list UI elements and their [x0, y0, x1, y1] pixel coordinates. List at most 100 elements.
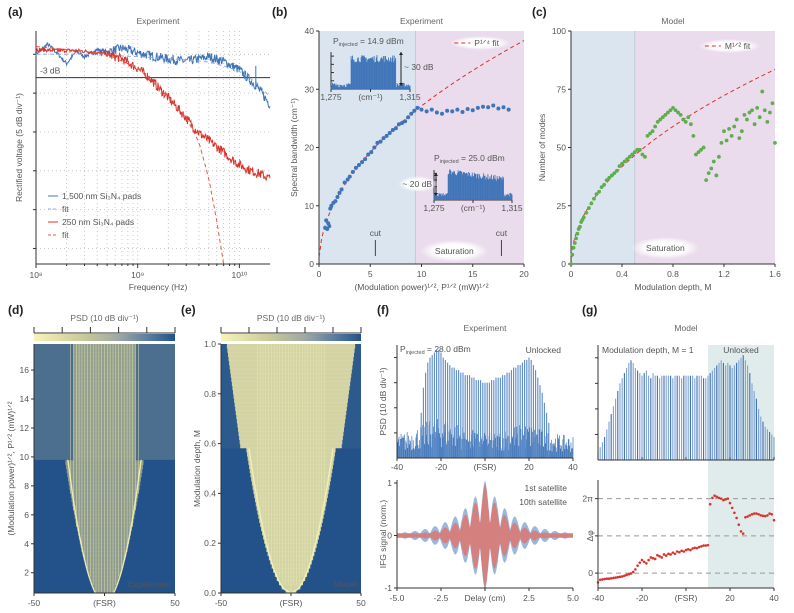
- phase-point: [702, 544, 705, 547]
- minus-3db-label: -3 dB: [40, 66, 61, 76]
- panel-e: PSD (10 dB div⁻¹) 0.0 0.2 0.4 0.6 0.8 1.0 -50 (F…: [192, 313, 366, 608]
- panel-g: Model Modulation depth, M = 1 Unlocked 2π 0 Δ…: [582, 323, 779, 603]
- data-point: [486, 105, 491, 110]
- y-tick-label: 12: [20, 423, 30, 433]
- data-point: [333, 199, 338, 204]
- x-tick-label: 40: [769, 593, 779, 603]
- x-tick-label: 0: [569, 269, 574, 279]
- data-point: [575, 231, 580, 236]
- phase-point: [660, 556, 664, 559]
- data-point: [455, 107, 460, 112]
- data-point: [396, 122, 401, 127]
- colorbar: [221, 334, 361, 341]
- x-tick-label: -50: [28, 598, 41, 608]
- data-point: [327, 224, 332, 229]
- data-point: [773, 140, 777, 145]
- data-point: [676, 110, 680, 115]
- y-tick-label: 100: [552, 26, 566, 36]
- data-point: [750, 108, 754, 113]
- series-line: [35, 46, 225, 265]
- phase-point: [735, 516, 738, 520]
- y-tick-label: 10: [305, 201, 315, 211]
- phase-point: [627, 572, 631, 576]
- data-point: [632, 150, 637, 155]
- phase-point: [680, 549, 683, 553]
- legend-label: M¹ᐟ² fit: [725, 41, 751, 51]
- data-point: [678, 112, 683, 117]
- phase-point: [605, 577, 609, 580]
- data-point: [424, 109, 429, 114]
- phase-point: [768, 512, 771, 515]
- inset-x-tick-label: 1,275: [320, 92, 342, 102]
- x-tick-label: -20: [435, 462, 448, 472]
- data-point: [460, 109, 465, 114]
- phase-point: [658, 555, 661, 558]
- phase-point: [741, 532, 745, 535]
- inset-x-tick-label: (cm⁻¹): [358, 92, 382, 102]
- data-point: [612, 171, 617, 176]
- phase-point: [640, 558, 644, 562]
- phase-point: [616, 575, 620, 579]
- data-point: [615, 168, 619, 173]
- phase-point: [623, 574, 626, 578]
- data-point: [375, 140, 380, 145]
- phase-point: [744, 515, 747, 519]
- x-tick-label: 50: [356, 598, 366, 608]
- data-point: [625, 157, 629, 162]
- data-point: [671, 105, 675, 110]
- data-point: [501, 105, 506, 110]
- x-tick-label: 5: [368, 269, 373, 279]
- data-point: [745, 117, 749, 122]
- legend-label: 10th satellite: [519, 497, 567, 507]
- data-point: [387, 130, 392, 135]
- panel-g-title: Model: [674, 323, 697, 333]
- data-point: [572, 241, 577, 245]
- x-tick-label: -20: [636, 593, 649, 603]
- y-axis-label: PSD (10 dB div⁻¹): [378, 367, 388, 435]
- data-point: [434, 110, 439, 115]
- panel-b-title: Experiment: [400, 16, 444, 26]
- phase-point: [662, 553, 666, 556]
- legend-label: P¹ᐟ⁴ fit: [474, 38, 499, 48]
- data-point: [757, 115, 762, 120]
- phase-point: [631, 570, 635, 574]
- y-tick-label: 10: [20, 452, 30, 462]
- fit-line: [570, 69, 776, 265]
- inset-arrow-head: [434, 193, 438, 196]
- data-point: [363, 157, 368, 162]
- phase-point: [675, 550, 679, 553]
- inset-arrow-head: [399, 83, 403, 86]
- phase-point: [629, 572, 633, 575]
- data-point: [589, 201, 594, 206]
- phase-point: [706, 543, 710, 547]
- cut-label: cut: [370, 228, 382, 238]
- x-tick-label: -2.5: [434, 593, 449, 603]
- saturation-label-bg: [420, 240, 489, 262]
- phase-point: [717, 496, 721, 500]
- data-point: [325, 227, 330, 232]
- data-point: [586, 206, 591, 210]
- x-tick-label: 10⁸: [29, 270, 42, 280]
- phase-point: [708, 502, 712, 506]
- phase-point: [664, 554, 668, 557]
- phase-point: [601, 578, 604, 581]
- phase-point: [636, 564, 639, 567]
- colorbar-label: PSD (10 dB div⁻¹): [70, 313, 138, 323]
- colorbar: [34, 334, 175, 341]
- phase-point: [750, 512, 754, 516]
- phase-point: [609, 577, 613, 580]
- corner-label: Experiment: [128, 579, 172, 589]
- data-point: [324, 218, 329, 223]
- status-label: Unlocked: [723, 345, 759, 355]
- data-point: [581, 215, 586, 220]
- y-tick-label: 16: [20, 365, 30, 375]
- x-tick-label: 20: [524, 462, 534, 472]
- y-axis-label: Modulation depth, M: [192, 430, 202, 507]
- x-axis-label: (FSR): [280, 598, 303, 608]
- inset-1-annotation: ~ 30 dB: [404, 62, 434, 72]
- data-point: [350, 169, 355, 174]
- data-point: [627, 154, 632, 159]
- data-point: [724, 138, 729, 143]
- phase-point: [772, 518, 776, 522]
